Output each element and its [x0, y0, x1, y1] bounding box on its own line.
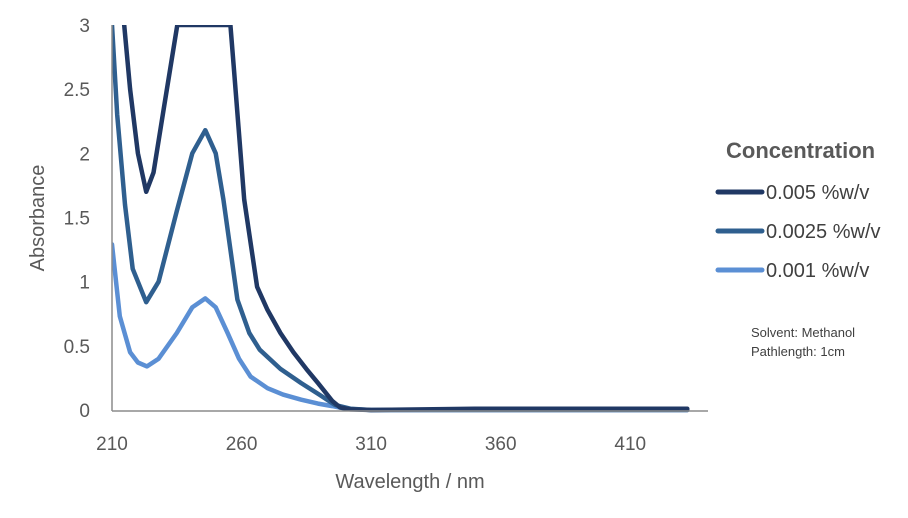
x-tick-label: 360 — [485, 434, 517, 455]
y-tick-label: 1 — [79, 273, 90, 294]
y-tick-label: 2 — [79, 144, 90, 165]
legend-label: 0.0025 %w/v — [766, 221, 881, 243]
x-axis-title: Wavelength / nm — [335, 471, 484, 493]
y-tick-label: 2.5 — [64, 80, 90, 101]
legend-label: 0.001 %w/v — [766, 260, 869, 282]
x-tick-label: 410 — [614, 434, 646, 455]
y-tick-label: 0 — [79, 401, 90, 422]
x-tick-label: 310 — [355, 434, 387, 455]
y-tick-label: 0.5 — [64, 337, 90, 358]
series-line-2 — [112, 242, 690, 413]
series-line-1 — [112, 25, 690, 413]
solvent-note: Solvent: Methanol — [751, 325, 855, 340]
series-line-0 — [121, 25, 690, 413]
legend-label: 0.005 %w/v — [766, 182, 869, 204]
x-tick-label: 260 — [226, 434, 258, 455]
legend-item: 0.005 %w/v — [715, 182, 869, 204]
legend-item: 0.0025 %w/v — [715, 221, 881, 243]
y-tick-label: 3 — [79, 16, 90, 37]
legend-item: 0.001 %w/v — [715, 260, 869, 282]
legend-title: Concentration — [726, 138, 875, 163]
x-tick-labels: 210 260 310 360 410 — [96, 434, 646, 455]
y-tick-label: 1.5 — [64, 209, 90, 230]
pathlength-note: Pathlength: 1cm — [751, 344, 845, 359]
y-tick-labels: 0 0.5 1 1.5 2 2.5 3 — [64, 16, 90, 422]
series-layer — [112, 25, 690, 413]
legend: Concentration 0.005 %w/v 0.0025 %w/v 0.001… — [715, 138, 881, 282]
x-tick-label: 210 — [96, 434, 128, 455]
y-axis-title: Absorbance — [27, 165, 49, 272]
